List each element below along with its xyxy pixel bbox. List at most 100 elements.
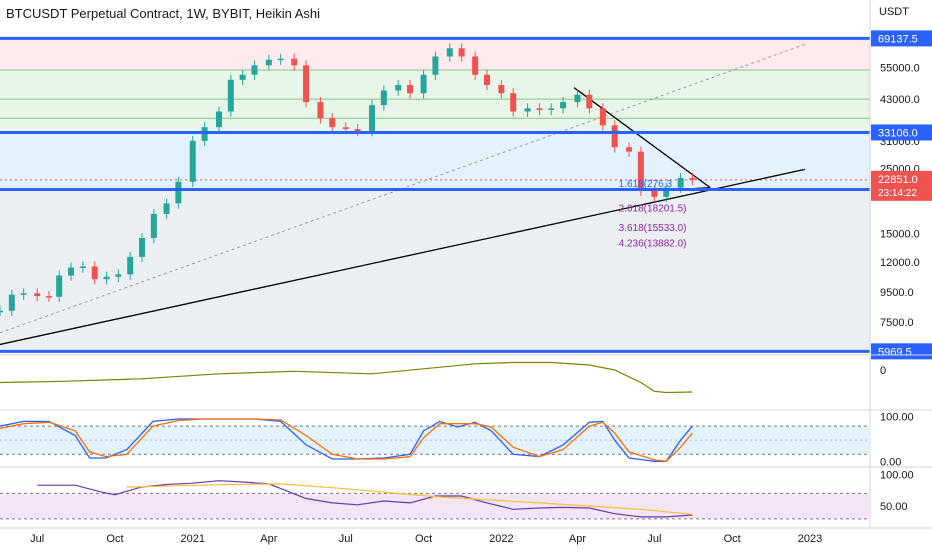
candle-body (227, 79, 234, 112)
candle-body (0, 310, 3, 313)
x-tick-4: Jul (339, 533, 353, 545)
trend-line-0 (0, 168, 806, 346)
candle-body (524, 108, 531, 112)
candle-body (127, 256, 134, 275)
indicator-pane: 0 (0, 361, 886, 394)
indicator-series-line (0, 361, 693, 394)
rsi-ma-line (126, 483, 693, 515)
price-level-badge-bg-0 (871, 30, 932, 47)
candle-body (303, 65, 310, 103)
candle-body (574, 94, 581, 103)
fib-label-3: 4.236(13882.0) (619, 238, 687, 249)
candle-body (354, 129, 361, 131)
price-tick-4: 15000.0 (880, 229, 920, 241)
price-level-badge-label-3: 5969.5 (878, 346, 912, 358)
candle-body (560, 102, 567, 109)
candle-body (380, 90, 387, 106)
fib-label-0: 1.618(276.3 (619, 179, 673, 190)
candle-body (103, 276, 110, 280)
last-price-value: 22851.0 (878, 174, 918, 186)
candle-body (663, 187, 670, 197)
candle-body (189, 140, 196, 182)
candle-body (8, 294, 15, 311)
candle-body (498, 85, 505, 94)
x-tick-7: Apr (569, 533, 586, 545)
price-tick-5: 12000.0 (880, 257, 920, 269)
candle-body (46, 296, 53, 298)
x-tick-10: 2023 (798, 533, 822, 545)
fib-label-2: 3.618(15533.0) (619, 223, 687, 234)
candle-body (548, 108, 555, 110)
price-tick-7: 7500.0 (880, 317, 914, 329)
x-tick-9: Oct (724, 533, 741, 545)
candle-body (586, 94, 593, 109)
candle-body (637, 151, 644, 191)
candle-body (215, 111, 222, 128)
x-tick-0: Jul (30, 533, 44, 545)
last-price-badge-bg (871, 170, 932, 201)
candle-body (369, 105, 376, 131)
rsi-band-fill (0, 493, 870, 519)
candle-body (317, 102, 324, 119)
candle-body (175, 181, 182, 204)
candle-body (265, 59, 272, 66)
rsi-tick-1: 50.00 (880, 501, 908, 513)
time-axis: Jul Oct 2021 Apr Jul Oct 2022 Apr Jul Oct 2023 (0, 527, 932, 545)
candle-body (68, 267, 75, 276)
candle-body (395, 85, 402, 91)
candle-body (483, 74, 490, 86)
candle-body (34, 293, 41, 297)
rsi-tick-0: 100.00 (880, 469, 914, 481)
candle-body (329, 118, 336, 128)
last-price-countdown: 23:14:22 (878, 188, 917, 199)
rsi-pane: 100.00 50.00 (0, 469, 914, 520)
price-tick-1: 43000.0 (880, 94, 920, 106)
candle-body (472, 56, 479, 75)
stoch-series-0 (0, 418, 693, 462)
candle-body (201, 127, 208, 141)
candle-body (20, 293, 27, 295)
stoch-tick-1: 0.00 (880, 457, 901, 469)
candle-body (91, 266, 98, 280)
candle-body (139, 237, 146, 257)
candle-body (251, 65, 258, 75)
price-level-badge-bg-1 (871, 124, 932, 141)
zone-green-shade (0, 69, 870, 133)
price-unit-label: USDT (879, 6, 909, 18)
zone-lower-shade (0, 189, 870, 352)
x-tick-8: Jul (647, 533, 661, 545)
price-tick-0: 55000.0 (880, 63, 920, 75)
candle-body (510, 93, 517, 112)
price-pane: 1.618(276.3 2.618(18201.5) 3.618(15533.0) 4… (0, 36, 920, 353)
fib-label-1: 2.618(18201.5) (619, 204, 687, 215)
candle-body (599, 108, 606, 126)
candle-body (342, 127, 349, 130)
zone-middle-shade (0, 132, 870, 190)
x-tick-6: 2022 (489, 533, 513, 545)
candle-body (291, 58, 298, 66)
price-level-badge-label-1: 33106.0 (878, 127, 918, 139)
candle-body (239, 74, 246, 80)
candle-body (446, 48, 453, 57)
trend-line-1 (573, 87, 711, 189)
price-tick-6: 9500.0 (880, 287, 914, 299)
x-tick-5: Oct (415, 533, 432, 545)
candle-body (651, 190, 658, 197)
indicator-tick-0: 0 (880, 365, 886, 377)
candle-body (458, 48, 465, 57)
candle-body (163, 203, 170, 214)
candle-body (56, 275, 63, 297)
candle-body (150, 213, 157, 238)
stoch-series-1 (0, 418, 693, 462)
price-level-badge-label-0: 69137.5 (878, 33, 918, 45)
candle-body (115, 274, 122, 277)
candle-body (626, 147, 633, 152)
x-tick-2: 2021 (181, 533, 205, 545)
x-tick-1: Oct (106, 533, 123, 545)
candle-body (677, 177, 684, 188)
chart-title: BTCUSDT Perpetual Contract, 1W, BYBIT, H… (6, 6, 321, 21)
stoch-tick-0: 100.00 (880, 412, 914, 424)
candle-body (689, 177, 696, 180)
